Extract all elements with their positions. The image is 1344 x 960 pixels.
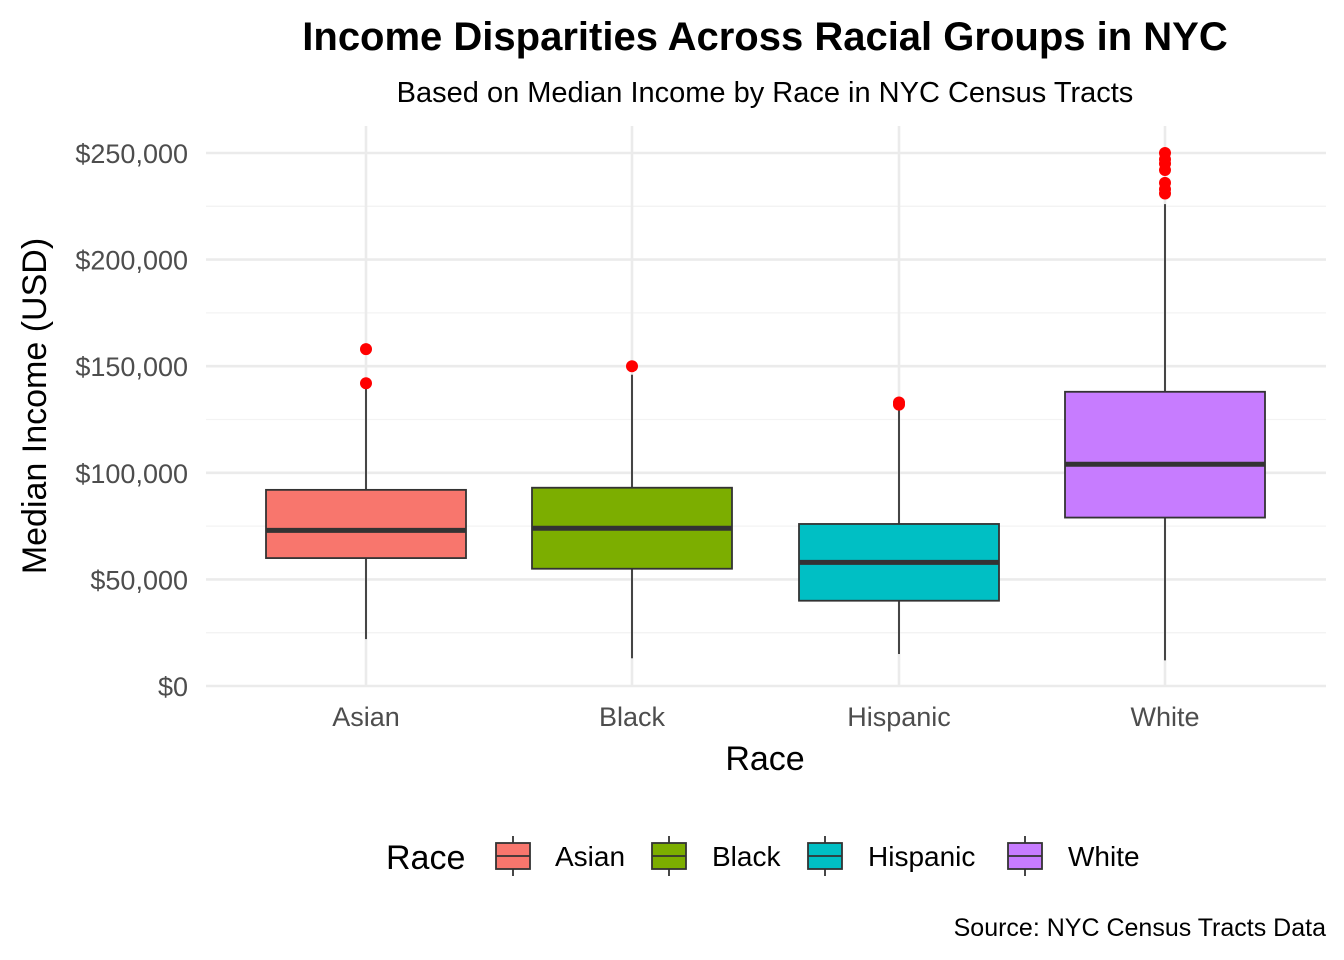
y-tick-label: $100,000 xyxy=(75,459,188,489)
box-white xyxy=(1064,147,1266,661)
y-tick-label: $150,000 xyxy=(75,352,188,382)
legend-label: Hispanic xyxy=(868,841,975,872)
chart-title: Income Disparities Across Racial Groups … xyxy=(302,15,1227,59)
x-tick-label: Hispanic xyxy=(847,702,951,732)
outlier-point xyxy=(360,377,372,390)
x-tick-label: Asian xyxy=(332,702,400,732)
y-tick-label: $200,000 xyxy=(75,246,188,276)
chart-caption: Source: NYC Census Tracts Data xyxy=(954,914,1326,942)
legend-label: Black xyxy=(712,841,781,872)
legend-item-asian: Asian xyxy=(495,836,625,876)
y-tick-label: $0 xyxy=(158,672,188,702)
box-asian xyxy=(265,343,467,640)
y-axis-ticks: $0 $50,000 $100,000 $150,000 $200,000 $250,00… xyxy=(75,139,188,702)
legend-title: Race xyxy=(386,839,465,877)
y-axis-title: Median Income (USD) xyxy=(16,238,54,574)
box-iqr xyxy=(265,488,467,559)
y-tick-label: $250,000 xyxy=(75,139,188,169)
outlier-point xyxy=(360,343,372,356)
legend-item-black: Black xyxy=(651,836,781,876)
legend-item-white: White xyxy=(1007,836,1140,876)
outlier-point xyxy=(893,396,905,409)
outlier-point xyxy=(1159,176,1171,189)
outlier-point xyxy=(1159,147,1171,159)
box-hispanic xyxy=(798,396,1000,655)
legend-label: Asian xyxy=(555,841,625,872)
outlier-point xyxy=(626,360,638,373)
legend-item-hispanic: Hispanic xyxy=(807,836,975,876)
x-axis-ticks: Asian Black Hispanic White xyxy=(332,702,1199,732)
legend: Race Asian Black Hispanic White xyxy=(386,836,1140,877)
boxes-layer xyxy=(265,147,1266,661)
box-black xyxy=(531,360,733,659)
legend-label: White xyxy=(1068,841,1140,872)
chart-subtitle: Based on Median Income by Race in NYC Ce… xyxy=(397,77,1134,109)
y-tick-label: $50,000 xyxy=(90,565,188,595)
x-axis-title: Race xyxy=(725,740,804,778)
x-tick-label: White xyxy=(1130,702,1199,732)
x-tick-label: Black xyxy=(599,702,666,732)
box-iqr xyxy=(1064,390,1266,519)
